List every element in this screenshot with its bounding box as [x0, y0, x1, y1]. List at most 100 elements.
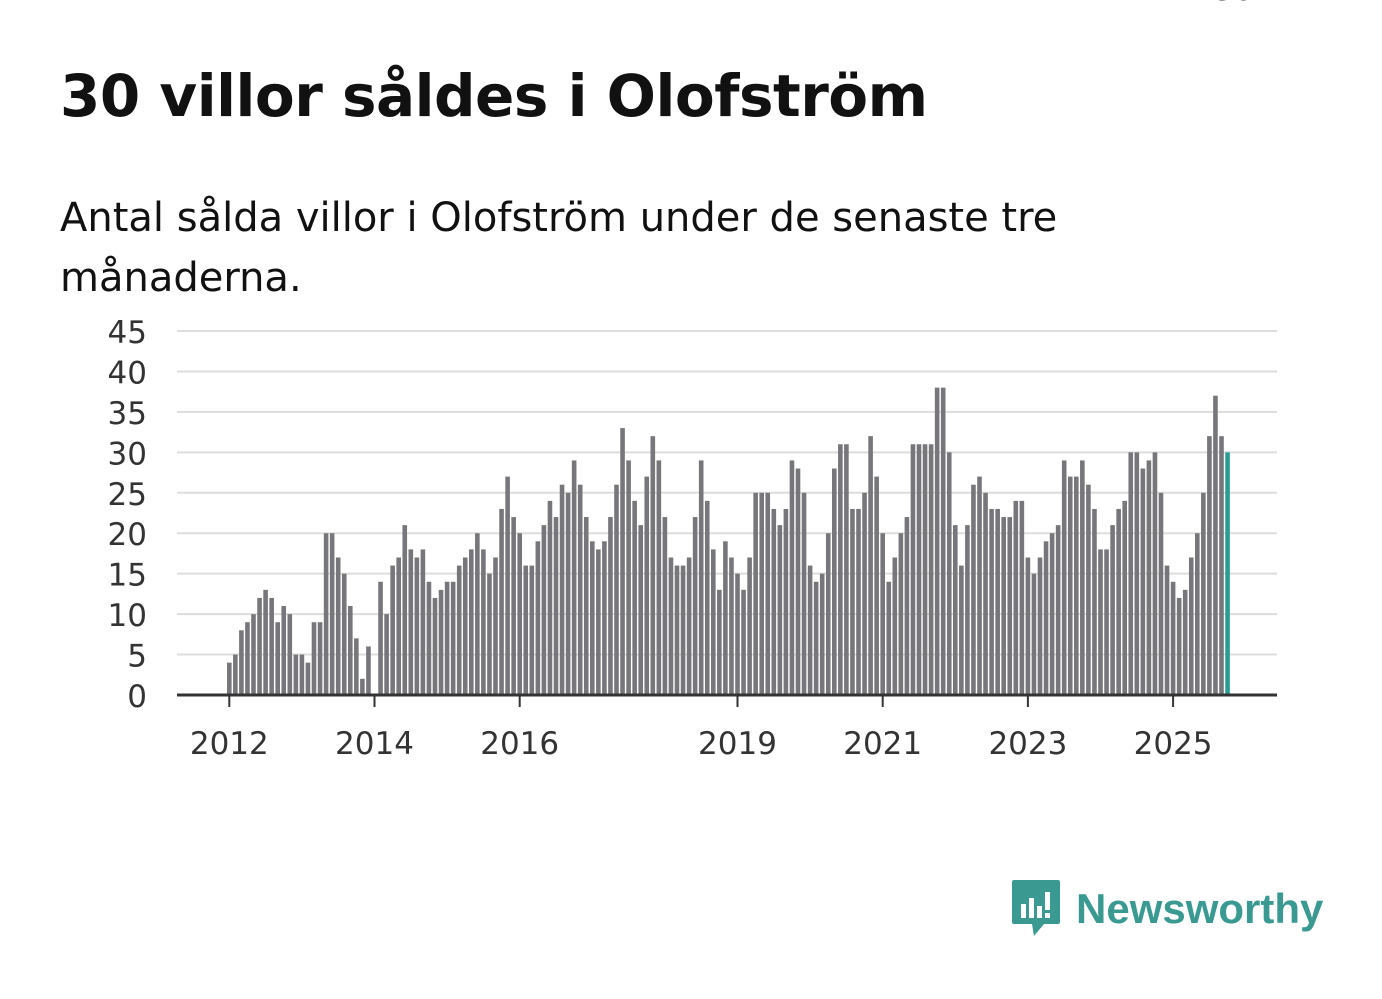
bar [868, 436, 873, 695]
bar [674, 565, 680, 695]
bar [420, 549, 426, 695]
bar [444, 581, 450, 695]
bar [547, 500, 553, 695]
bar [959, 565, 964, 695]
bar [1055, 525, 1061, 695]
bar [638, 525, 643, 695]
y-tick-label: 35 [108, 396, 147, 432]
bar [378, 581, 383, 695]
y-tick-label: 45 [108, 315, 147, 351]
bar [765, 492, 771, 695]
bar [892, 557, 898, 695]
y-tick-label: 30 [108, 436, 147, 472]
bars [227, 387, 1230, 695]
bar [432, 597, 438, 695]
bar [414, 557, 420, 695]
bar [995, 508, 1000, 695]
bar [341, 573, 347, 695]
bar [759, 492, 764, 695]
bar [1074, 476, 1079, 695]
bar [753, 492, 758, 695]
bar [1013, 500, 1019, 695]
bar [275, 622, 280, 695]
bar [711, 549, 716, 695]
bar [438, 589, 444, 695]
bar [1195, 533, 1200, 695]
bar [426, 581, 432, 695]
bar [801, 492, 807, 695]
bar [620, 428, 625, 695]
bar [293, 654, 299, 695]
bar [305, 662, 311, 695]
bar [348, 606, 353, 695]
bar [469, 549, 474, 695]
bar [1134, 452, 1140, 695]
bar [517, 533, 522, 695]
bar [1080, 460, 1085, 695]
bar [922, 444, 928, 695]
bar [1019, 500, 1025, 695]
bar [874, 476, 879, 695]
y-tick-label: 10 [108, 598, 147, 634]
bar [541, 525, 547, 695]
bar [553, 517, 559, 695]
x-tick-label: 2021 [843, 726, 922, 762]
bar [1049, 533, 1055, 695]
bar [1001, 517, 1006, 695]
bar [1061, 460, 1067, 695]
bar [257, 597, 262, 695]
bar [608, 517, 613, 695]
bar [1116, 508, 1121, 695]
bar [729, 557, 734, 695]
bar [1188, 557, 1194, 695]
bar [1225, 452, 1230, 695]
bar [402, 525, 408, 695]
bar [408, 549, 414, 695]
bar [1158, 492, 1164, 695]
bar [571, 460, 577, 695]
bar [590, 541, 595, 695]
bar [233, 654, 238, 695]
bar [668, 557, 674, 695]
bar [747, 557, 752, 695]
bar [644, 476, 650, 695]
bar [783, 508, 789, 695]
y-tick-label: 40 [108, 355, 147, 391]
bar [529, 565, 535, 695]
bar [396, 557, 401, 695]
bar [596, 549, 601, 695]
x-tick-label: 2019 [698, 726, 777, 762]
bar [1176, 597, 1182, 695]
bar [965, 525, 970, 695]
x-tick-label: 2012 [190, 726, 269, 762]
bar [287, 614, 293, 695]
x-tick-label: 2023 [988, 726, 1067, 762]
newsworthy-logo[interactable]: Newsworthy [1010, 878, 1323, 940]
bar [511, 517, 516, 695]
bar [850, 508, 855, 695]
bar [686, 557, 692, 695]
bar [251, 614, 256, 695]
bar [1031, 573, 1037, 695]
y-tick-label: 20 [108, 517, 147, 553]
bar [1182, 589, 1188, 695]
bar [245, 622, 250, 695]
value-annotation: 30 [1214, 0, 1253, 8]
bar [1086, 484, 1091, 695]
bar [940, 387, 946, 695]
bar [602, 541, 607, 695]
bar [698, 460, 704, 695]
bar [559, 484, 565, 695]
bar [281, 606, 287, 695]
bar [475, 533, 480, 695]
bar [227, 662, 232, 695]
bar [916, 444, 922, 695]
bar [825, 533, 831, 695]
bar [323, 533, 329, 695]
bar [971, 484, 976, 695]
bar [1152, 452, 1158, 695]
bar [704, 500, 710, 695]
bar [819, 573, 825, 695]
